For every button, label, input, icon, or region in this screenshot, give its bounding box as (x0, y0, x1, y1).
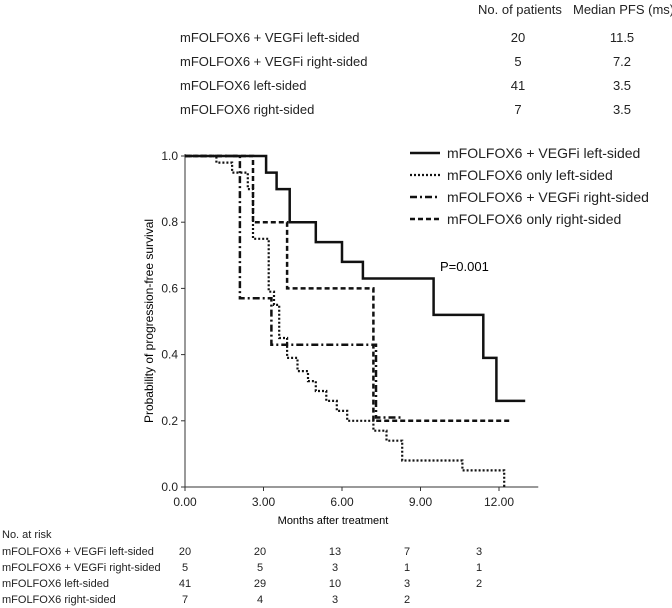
summary-row-label: mFOLFOX6 + VEGFi left-sided (180, 30, 360, 45)
risk-value: 3 (475, 546, 483, 558)
risk-value: 13 (328, 546, 342, 558)
legend-label: mFOLFOX6 only left-sided (447, 167, 613, 183)
summary-row-pfs: 3.5 (612, 102, 632, 117)
risk-value: 5 (181, 562, 189, 574)
y-tick-label: 0.0 (161, 480, 178, 494)
risk-value: 20 (178, 546, 192, 558)
y-tick-label: 0.6 (161, 281, 178, 295)
x-axis-label: Months after treatment (278, 515, 389, 527)
risk-value: 29 (253, 578, 267, 590)
y-axis-label: Probability of progression-free survival (142, 219, 156, 423)
legend-label: mFOLFOX6 + VEGFi right-sided (447, 189, 649, 205)
risk-row-label: mFOLFOX6 right-sided (2, 594, 116, 606)
km-curve-4 (185, 154, 513, 423)
summary-row-pfs: 11.5 (609, 30, 635, 45)
chart-legend: mFOLFOX6 + VEGFi left-sided mFOLFOX6 only… (410, 145, 649, 227)
x-tick-label: 3.00 (252, 495, 276, 509)
risk-value: 2 (403, 594, 411, 606)
chart-curves (185, 154, 526, 487)
legend-label: mFOLFOX6 + VEGFi left-sided (447, 145, 640, 161)
summary-row-label: mFOLFOX6 left-sided (180, 78, 307, 93)
km-chart: 0.00 3.00 6.00 9.00 12.000.00.20.40.60.81.0 … (142, 145, 649, 527)
risk-value: 3 (331, 594, 339, 606)
x-tick-label: 12.00 (484, 495, 514, 509)
summary-row-label: mFOLFOX6 right-sided (180, 102, 315, 117)
km-curve-1 (185, 154, 526, 403)
summary-row-patients: 5 (514, 54, 522, 69)
risk-value: 7 (181, 594, 189, 606)
risk-row-label: mFOLFOX6 + VEGFi left-sided (2, 546, 154, 558)
summary-row-pfs: 3.5 (612, 78, 632, 93)
risk-value: 20 (253, 546, 267, 558)
risk-value: 4 (256, 594, 264, 606)
legend-label: mFOLFOX6 only right-sided (447, 211, 621, 227)
summary-row-patients: 41 (510, 78, 526, 93)
risk-value: 3 (403, 578, 411, 590)
risk-table-title: No. at risk (2, 529, 52, 541)
risk-value: 1 (475, 562, 483, 574)
header-patients: No. of patients (478, 2, 562, 17)
y-tick-label: 0.4 (161, 348, 178, 362)
y-tick-label: 0.8 (161, 215, 178, 229)
km-curve-2 (185, 154, 506, 487)
risk-value: 10 (328, 578, 342, 590)
risk-value: 5 (256, 562, 264, 574)
header-median-pfs: Median PFS (ms) (573, 2, 672, 17)
risk-row-label: mFOLFOX6 + VEGFi right-sided (2, 562, 161, 574)
p-value-annotation: P=0.001 (440, 259, 489, 274)
x-tick-label: 0.00 (173, 495, 197, 509)
km-curve-3 (185, 154, 403, 419)
summary-row-pfs: 7.2 (612, 54, 632, 69)
x-tick-label: 9.00 (409, 495, 433, 509)
summary-row-label: mFOLFOX6 + VEGFi right-sided (180, 54, 368, 69)
risk-value: 3 (331, 562, 339, 574)
y-tick-label: 0.2 (161, 414, 178, 428)
risk-value: 7 (403, 546, 411, 558)
risk-value: 2 (475, 578, 483, 590)
summary-row-patients: 7 (514, 102, 522, 117)
risk-row-label: mFOLFOX6 left-sided (2, 578, 109, 590)
y-tick-label: 1.0 (161, 149, 178, 163)
risk-value: 41 (178, 578, 192, 590)
x-tick-label: 6.00 (330, 495, 354, 509)
risk-value: 1 (403, 562, 411, 574)
chart-axes: 0.00 3.00 6.00 9.00 12.00 0.0 0.2 0.4 0.6 0.8 1.0 (161, 149, 539, 509)
summary-row-patients: 20 (510, 30, 526, 45)
